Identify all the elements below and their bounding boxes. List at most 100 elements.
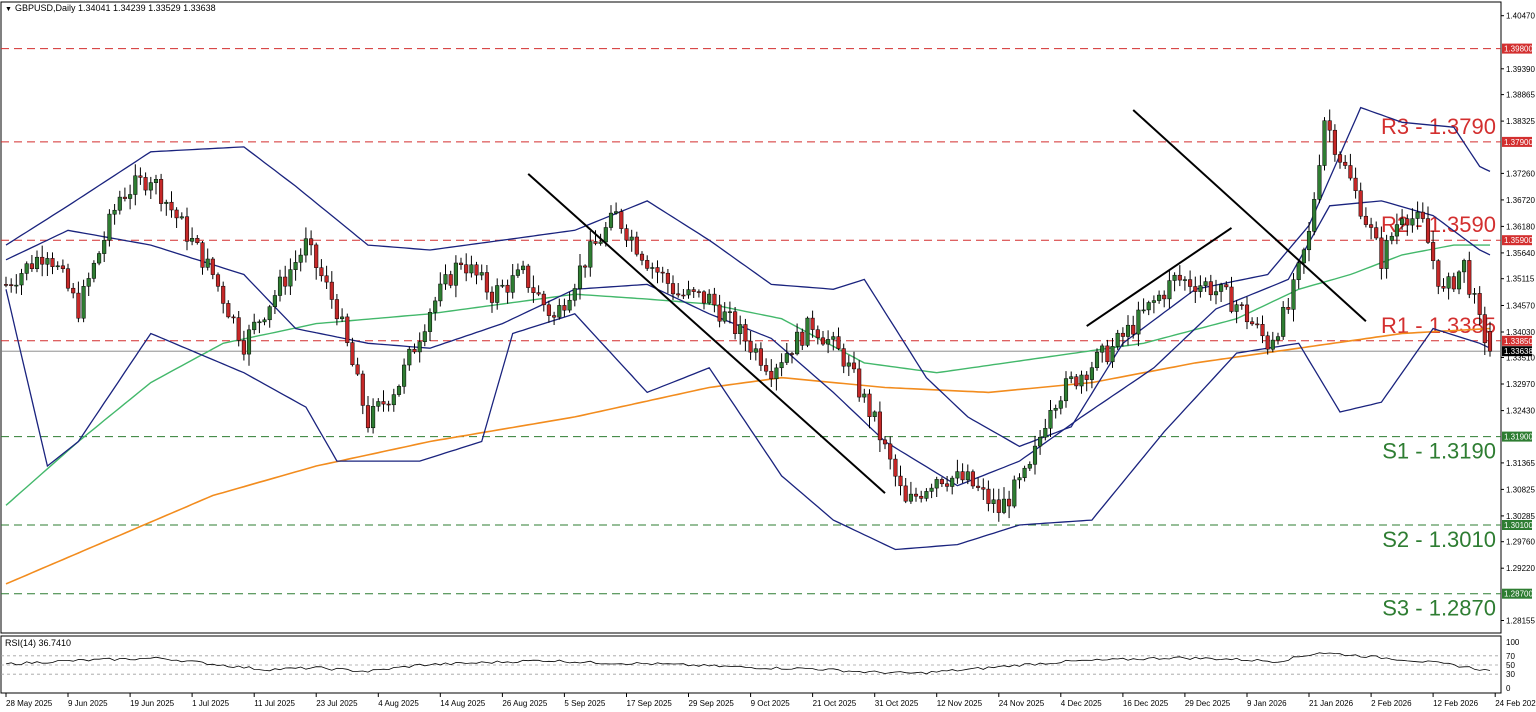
candle-body <box>40 256 45 265</box>
candle-body <box>593 241 598 244</box>
candle-body <box>221 285 226 304</box>
candle-body <box>226 303 231 318</box>
bollinger-lower <box>5 289 1491 551</box>
candle-body <box>19 273 24 286</box>
candle-body <box>86 278 91 287</box>
candle-body <box>200 242 205 268</box>
candle-body <box>521 265 526 271</box>
candle-body <box>1477 293 1482 315</box>
candle-body <box>1482 314 1487 344</box>
candle-body <box>789 353 795 355</box>
candle-body <box>1053 408 1058 411</box>
trendline-3 <box>1132 109 1367 322</box>
candle-body <box>976 485 981 488</box>
candle-body <box>495 285 500 303</box>
x-tick-label: 12 Nov 2025 <box>937 699 983 708</box>
candle-body <box>314 244 319 268</box>
candle-body <box>29 263 34 269</box>
x-tick-label: 29 Dec 2025 <box>1185 699 1231 708</box>
ma-green-line <box>5 244 1490 506</box>
bollinger-bands-layer <box>5 106 1491 551</box>
candle-body <box>1032 445 1038 465</box>
candle-body <box>686 289 691 296</box>
candle-body <box>1229 286 1234 312</box>
candle-body <box>231 316 236 319</box>
candle-body <box>277 276 283 296</box>
candle-body <box>1441 286 1446 289</box>
candle-body <box>1074 376 1079 387</box>
candle-body <box>365 405 371 429</box>
candle-body <box>205 258 210 268</box>
x-tick-label: 4 Aug 2025 <box>378 699 419 708</box>
candle-body <box>1079 374 1084 387</box>
candle-body <box>650 267 655 269</box>
candles-layer <box>3 109 1493 522</box>
candle-body <box>1296 262 1301 280</box>
candle-body <box>433 300 438 313</box>
candle-body <box>1100 345 1105 353</box>
candle-body <box>851 362 857 370</box>
x-tick-label: 5 Sep 2025 <box>564 699 605 708</box>
x-tick-label: 29 Sep 2025 <box>689 699 735 708</box>
candle-body <box>639 253 645 261</box>
candle-body <box>422 331 427 342</box>
candle-body <box>846 362 851 367</box>
candle-body <box>862 393 867 398</box>
candle-body <box>1374 227 1379 239</box>
candle-body <box>1022 467 1027 478</box>
candle-body <box>1182 279 1187 281</box>
candle-body <box>1410 218 1415 226</box>
candle-body <box>458 262 464 265</box>
candle-body <box>76 292 81 319</box>
candle-body <box>1094 351 1100 368</box>
candle-body <box>526 265 531 288</box>
candle-body <box>1322 120 1327 166</box>
candle-body <box>427 312 433 332</box>
candle-body <box>1348 165 1353 179</box>
candle-body <box>1389 235 1394 241</box>
chart-header-triangle: ▼ <box>5 6 12 13</box>
candle-body <box>1213 291 1219 296</box>
rsi-tick-label: 50 <box>1506 661 1515 670</box>
candle-body <box>1069 376 1074 379</box>
candle-body <box>102 240 107 254</box>
candle-body <box>65 268 71 289</box>
candle-body <box>293 262 298 270</box>
candle-body <box>836 336 841 349</box>
level-tag-r2: 1.35900 <box>1504 236 1533 245</box>
candle-body <box>24 263 29 274</box>
rsi-line <box>5 652 1491 675</box>
candle-body <box>536 292 541 295</box>
candle-body <box>1244 304 1250 323</box>
candle-body <box>810 317 815 330</box>
candle-body <box>981 487 986 490</box>
candle-body <box>138 175 143 178</box>
candle-body <box>376 401 381 407</box>
chart-header: GBPUSD,Daily 1.34041 1.34239 1.33529 1.3… <box>15 3 216 13</box>
candle-body <box>1369 224 1374 228</box>
candle-body <box>670 283 676 295</box>
candle-body <box>396 386 402 395</box>
candle-body <box>3 284 9 286</box>
candle-body <box>950 477 955 487</box>
time-axis: 28 May 2025 9 Jun 2025 19 Jun 2025 1 Jul 20… <box>5 693 1536 708</box>
current-price-tag: 1.33638 <box>1504 347 1533 356</box>
candle-body <box>1431 242 1436 261</box>
candle-body <box>1224 284 1229 288</box>
candle-body <box>1203 281 1208 286</box>
rsi-header: RSI(14) 36.7410 <box>5 638 71 648</box>
candle-body <box>1456 271 1462 290</box>
candle-body <box>1400 218 1405 225</box>
candle-body <box>469 264 474 274</box>
candle-body <box>1115 332 1120 347</box>
candle-body <box>1162 294 1167 300</box>
level-tag-r1: 1.33850 <box>1504 337 1533 346</box>
candle-body <box>1291 279 1296 310</box>
y-tick-label: 1.38325 <box>1506 117 1535 126</box>
x-tick-label: 9 Oct 2025 <box>751 699 791 708</box>
candle-body <box>645 260 650 269</box>
rsi-tick-label: 30 <box>1506 670 1515 679</box>
candle-body <box>236 317 241 341</box>
candle-body <box>1467 260 1472 295</box>
candle-body <box>55 265 60 268</box>
